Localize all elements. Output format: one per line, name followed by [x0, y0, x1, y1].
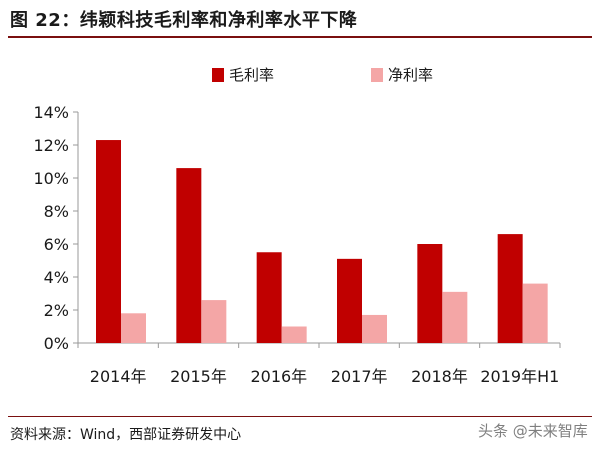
x-axis: 2014年 2015年 2016年 2017年 2018年 2019年H1: [77, 342, 561, 386]
bar-gross-margin: [497, 234, 523, 343]
figure-title: 图 22：纬颖科技毛利率和净利率水平下降: [10, 10, 358, 31]
bar-net-margin: [121, 313, 146, 343]
bar-net-margin: [362, 314, 387, 343]
bar-gross-margin: [96, 140, 121, 343]
legend-swatch-net: [371, 67, 383, 82]
legend-label-gross: 毛利率: [229, 66, 275, 84]
bar-net-margin: [522, 283, 548, 343]
y-tick-label: 14%: [33, 103, 69, 122]
y-tick-label: 4%: [44, 268, 69, 287]
y-tick-label: 10%: [33, 169, 69, 188]
y-tick-label: 0%: [44, 334, 69, 353]
bar-net-margin: [281, 326, 307, 343]
x-tick-label: 2016年: [250, 367, 307, 386]
chart-legend: 毛利率 净利率: [0, 64, 600, 86]
title-divider: [8, 36, 592, 38]
source-divider: [8, 416, 592, 417]
bar-gross-margin: [417, 244, 443, 343]
y-tick-label: 6%: [44, 235, 69, 254]
x-tick-label: 2017年: [331, 367, 388, 386]
x-tick-label: 2018年: [411, 367, 468, 386]
bar-gross-margin: [176, 168, 202, 343]
x-tick-label: 2014年: [90, 367, 147, 386]
legend-item-net: 净利率: [371, 64, 433, 85]
bar-gross-margin: [256, 252, 282, 343]
y-axis: 0% 2% 4% 6% 8% 10% 12% 14%: [33, 103, 79, 353]
y-tick-label: 8%: [44, 202, 69, 221]
y-tick-label: 2%: [44, 301, 69, 320]
watermark: 头条 @未来智库: [478, 422, 588, 440]
bar-net-margin: [201, 300, 227, 343]
bar-net-margin: [442, 291, 468, 343]
bar-gross-margin: [337, 258, 362, 343]
source-note: 资料来源：Wind，西部证券研发中心: [10, 427, 242, 443]
y-tick-label: 12%: [33, 136, 69, 155]
legend-swatch-gross: [212, 67, 224, 82]
bars-group: [96, 140, 548, 343]
legend-label-net: 净利率: [388, 66, 434, 84]
x-tick-label: 2015年: [170, 367, 227, 386]
x-tick-label: 2019年H1: [480, 367, 559, 386]
legend-item-gross: 毛利率: [212, 64, 274, 85]
